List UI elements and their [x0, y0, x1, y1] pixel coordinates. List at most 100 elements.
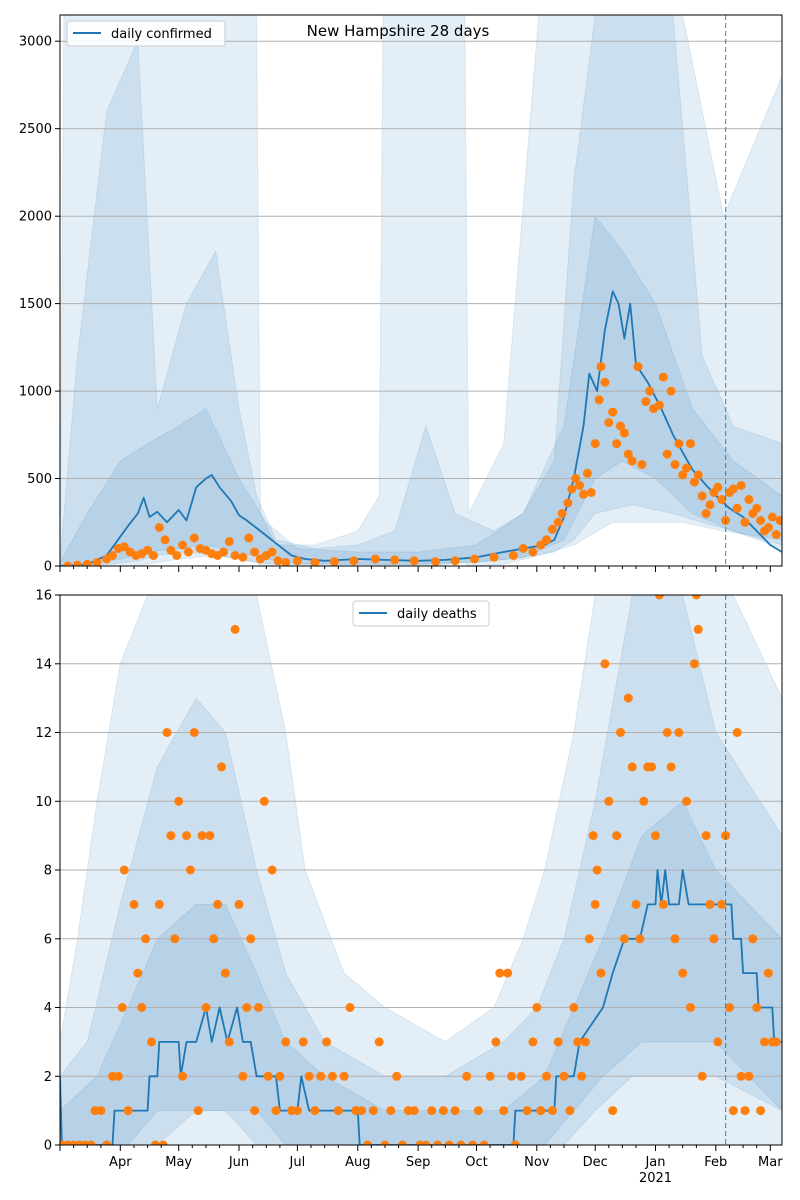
data-point — [197, 831, 207, 841]
data-point — [594, 395, 604, 405]
x-tick-label: Sep — [406, 1155, 431, 1170]
data-point — [682, 796, 692, 806]
x-tick-label: Jun — [228, 1155, 249, 1170]
data-point — [213, 899, 223, 909]
data-point — [92, 558, 102, 566]
data-point — [542, 1071, 551, 1081]
data-point — [697, 1071, 707, 1081]
data-point — [522, 1106, 532, 1116]
data-point — [612, 439, 622, 449]
data-point — [686, 439, 695, 449]
x-tick-label: Apr — [109, 1155, 132, 1170]
data-point — [619, 428, 629, 438]
data-point — [267, 547, 277, 557]
data-point — [771, 1037, 781, 1047]
data-point — [686, 1003, 695, 1012]
data-point — [333, 1106, 343, 1116]
data-point — [767, 512, 777, 522]
data-point — [292, 556, 302, 566]
data-point — [238, 1071, 248, 1081]
data-point — [567, 484, 577, 494]
confidence-band-1 — [60, 15, 782, 566]
data-point — [345, 1003, 355, 1012]
data-point — [528, 1037, 538, 1047]
data-point — [697, 491, 707, 501]
data-point — [516, 1071, 526, 1081]
confirmed-y-axis: 0 500 1000 1500 2000 2500 3000 — [19, 35, 60, 575]
data-point — [713, 1037, 723, 1047]
data-point — [254, 1003, 263, 1012]
data-point — [725, 1003, 734, 1012]
x-tick-label: Dec — [583, 1155, 608, 1170]
y-tick-label: 16 — [35, 589, 52, 604]
data-point — [612, 831, 622, 841]
data-point — [608, 407, 618, 417]
data-point — [547, 524, 557, 534]
data-point — [528, 547, 538, 557]
data-point — [744, 1071, 754, 1081]
data-point — [141, 934, 151, 944]
data-point — [166, 545, 176, 555]
data-point — [510, 1140, 520, 1145]
data-point — [627, 762, 637, 772]
data-point — [189, 533, 199, 543]
data-point — [647, 762, 657, 772]
data-point — [565, 1106, 575, 1116]
data-point — [732, 728, 742, 737]
confirmed-series — [60, 290, 782, 566]
x-tick-label: Jan — [644, 1155, 665, 1170]
data-point — [102, 1140, 112, 1145]
data-point — [250, 1106, 260, 1116]
data-point — [678, 470, 688, 480]
y-tick-label: 2000 — [19, 210, 52, 225]
data-point — [584, 934, 594, 944]
data-point — [633, 362, 643, 372]
data-point — [670, 934, 680, 944]
data-point — [380, 1140, 390, 1145]
data-point — [108, 551, 117, 560]
data-point — [217, 762, 226, 772]
data-point — [691, 595, 701, 600]
data-point — [374, 1037, 384, 1047]
data-point — [717, 495, 727, 504]
data-point — [604, 418, 614, 428]
data-point — [508, 551, 518, 560]
data-point — [756, 1106, 766, 1116]
data-point — [495, 968, 505, 978]
data-point — [623, 693, 633, 703]
data-point — [174, 796, 184, 806]
data-point — [316, 1071, 326, 1081]
data-point — [386, 1106, 396, 1116]
data-point — [693, 470, 703, 480]
data-point — [577, 1071, 587, 1081]
data-point — [553, 517, 563, 527]
data-point — [580, 1037, 590, 1047]
data-point — [756, 516, 766, 525]
chart-title: New Hampshire 28 days — [307, 22, 490, 40]
data-point — [219, 547, 228, 557]
data-point — [246, 934, 256, 944]
data-point — [201, 1003, 211, 1012]
data-point — [224, 1037, 234, 1047]
data-point — [220, 968, 230, 978]
data-point — [491, 1037, 501, 1047]
data-point — [143, 545, 153, 555]
data-point — [470, 554, 479, 564]
data-point — [304, 1071, 314, 1081]
data-point — [693, 624, 703, 634]
y-tick-label: 14 — [35, 657, 52, 672]
data-point — [623, 449, 633, 459]
data-point — [728, 484, 738, 494]
data-point — [178, 1071, 188, 1081]
data-point — [450, 556, 460, 566]
data-point — [619, 934, 629, 944]
data-point — [763, 523, 773, 532]
deaths-series — [60, 595, 782, 1145]
data-point — [740, 1106, 750, 1116]
data-point — [117, 1003, 127, 1012]
data-point — [147, 1037, 156, 1047]
confirmed-bands — [60, 15, 782, 566]
data-point — [641, 397, 651, 407]
y-tick-label: 12 — [35, 726, 52, 741]
